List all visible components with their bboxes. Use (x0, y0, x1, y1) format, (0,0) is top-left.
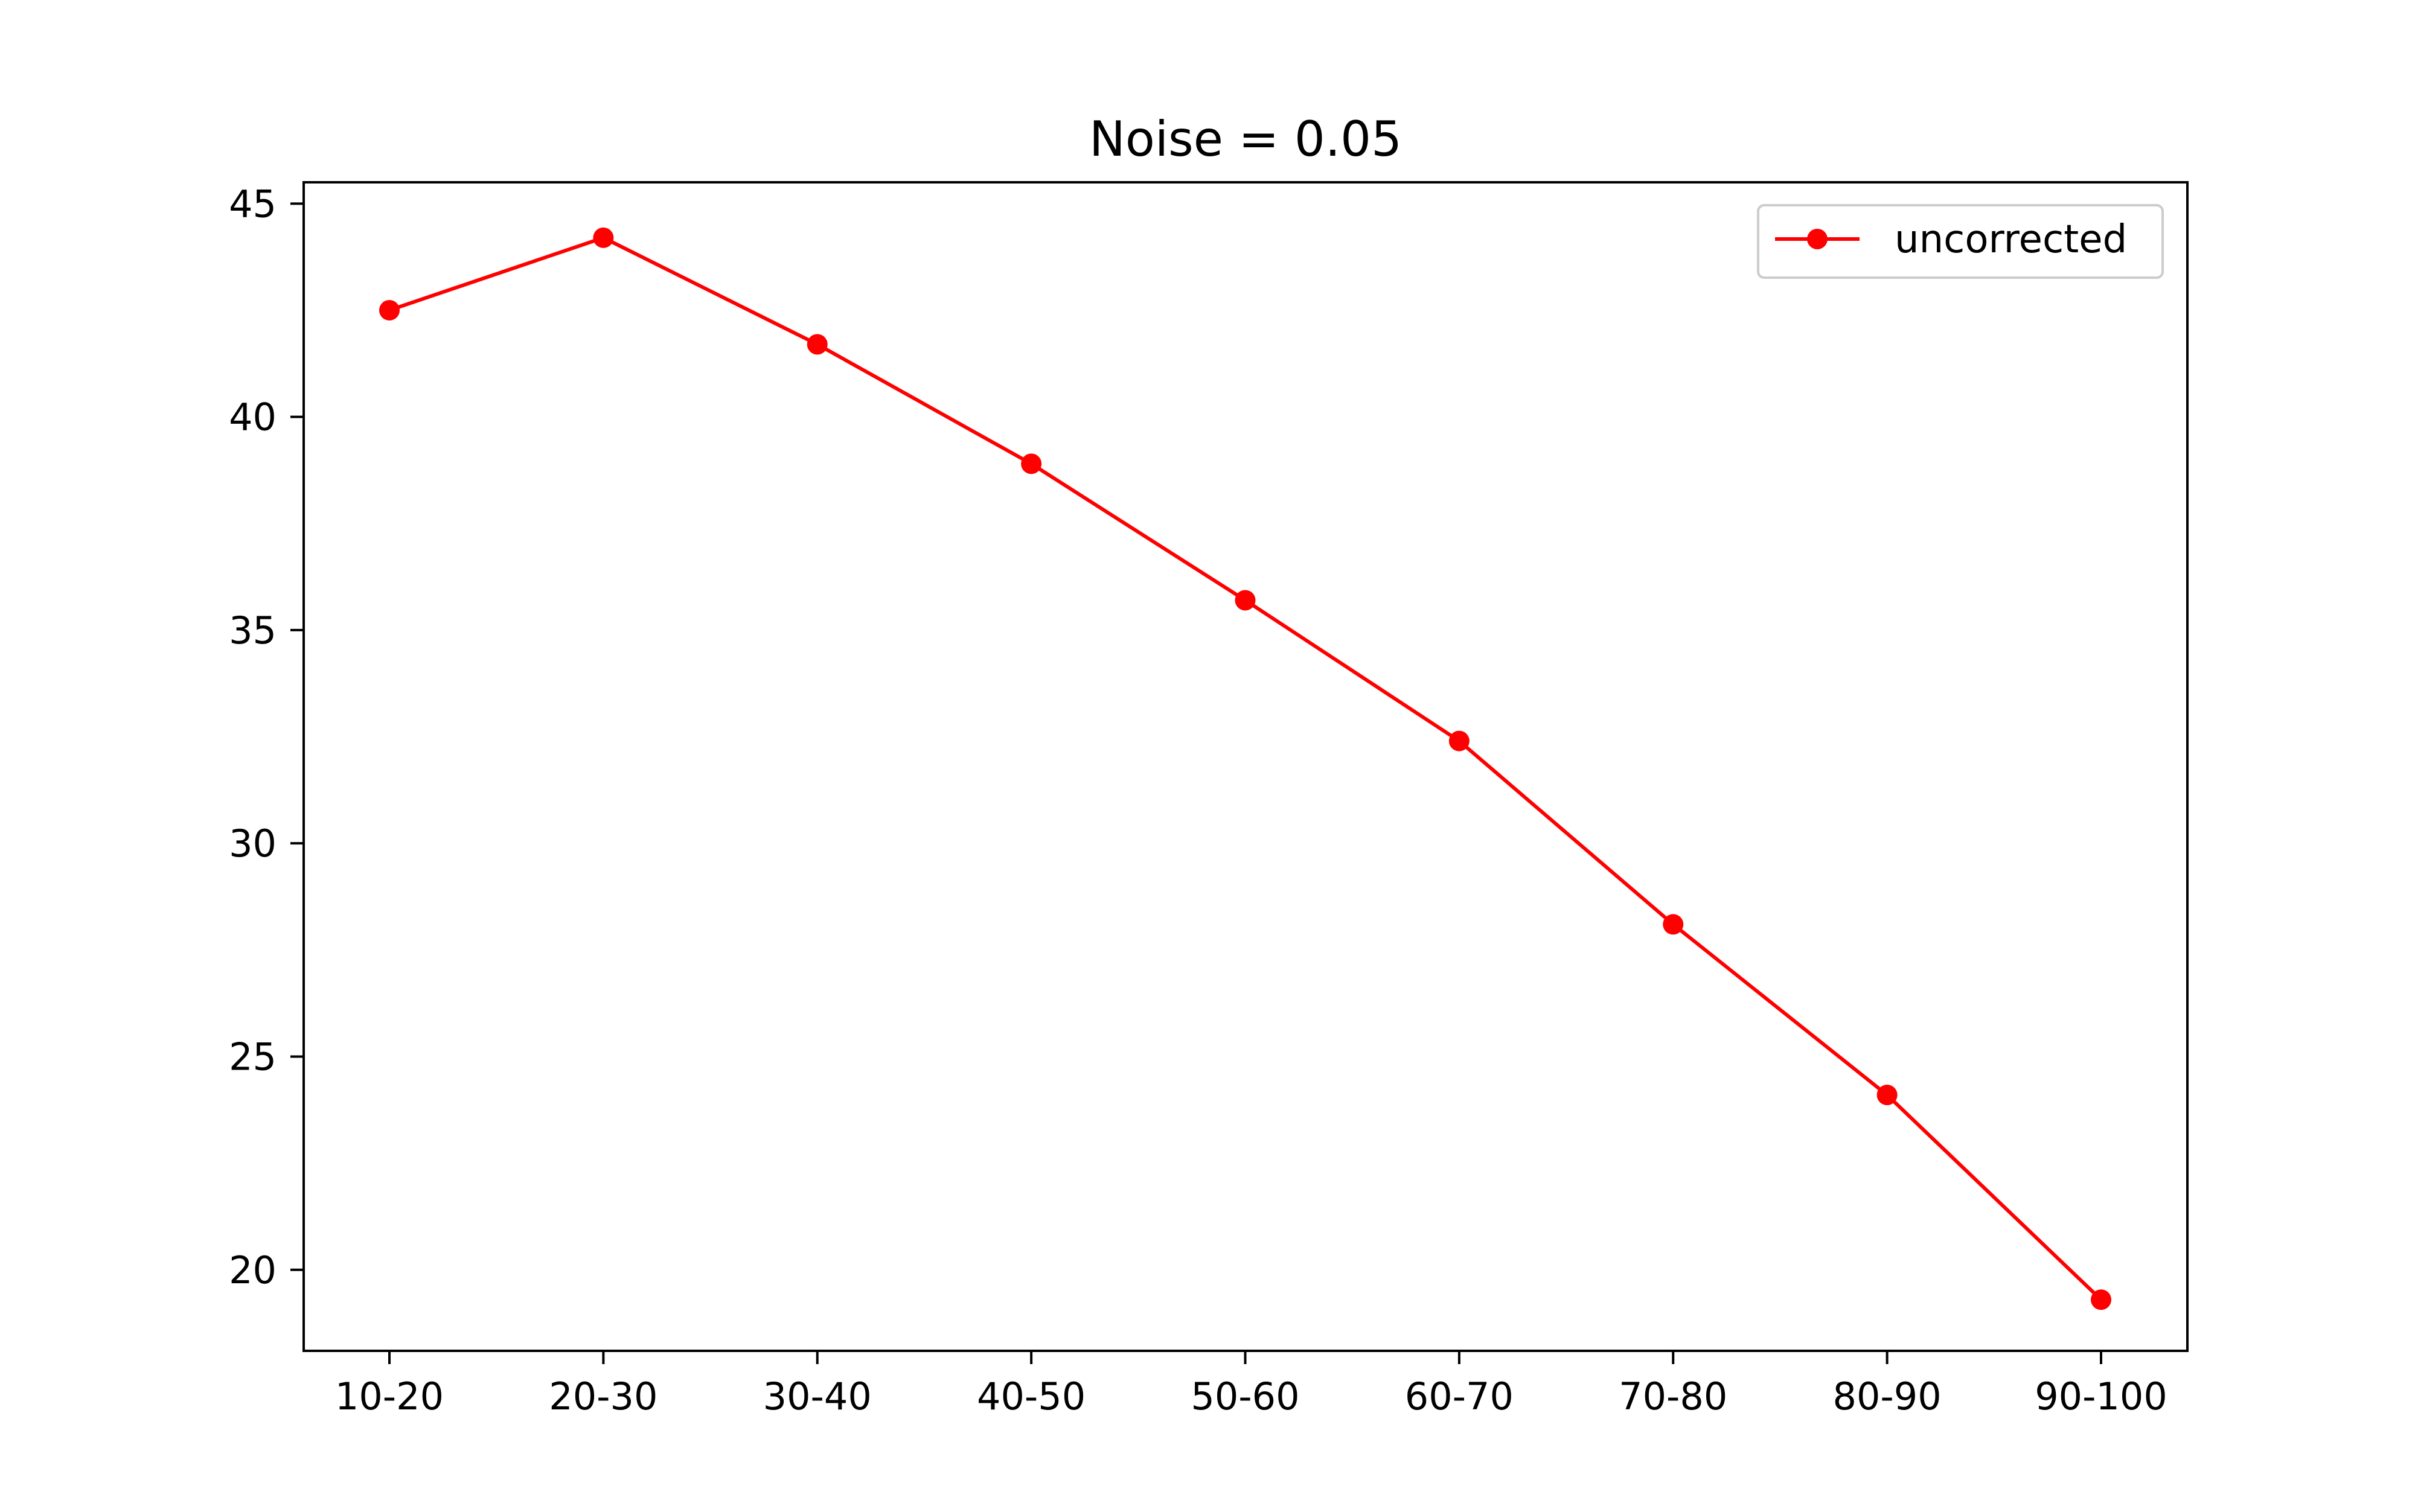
data-point (1876, 1085, 1898, 1106)
y-tick-label: 40 (229, 395, 277, 439)
x-tick-label: 80-90 (1833, 1374, 1942, 1418)
data-point (1021, 453, 1042, 474)
legend-label: uncorrected (1895, 217, 2127, 262)
series-layer (379, 227, 2111, 1310)
y-tick-label: 45 (229, 182, 277, 226)
legend-box (1757, 204, 2164, 279)
x-axis: 10-20 20-30 30-40 40-50 50-60 60-70 70-80 80-90… (335, 1351, 2167, 1418)
x-tick-label: 50-60 (1191, 1374, 1299, 1418)
x-tick-label: 10-20 (335, 1374, 444, 1418)
chart-title: Noise = 0.05 (1089, 111, 1402, 167)
x-tick-label: 70-80 (1619, 1374, 1727, 1418)
x-tick-label: 20-30 (549, 1374, 657, 1418)
y-axis: 20 25 30 35 40 45 (229, 182, 304, 1292)
data-point (2091, 1289, 2111, 1310)
data-point (1663, 914, 1684, 935)
y-tick-label: 35 (229, 608, 277, 652)
x-tick-label: 30-40 (763, 1374, 872, 1418)
data-point (1448, 730, 1470, 751)
y-tick-label: 20 (229, 1248, 277, 1292)
x-tick-label: 40-50 (977, 1374, 1086, 1418)
data-point (379, 299, 400, 321)
series-line-uncorrected (389, 235, 2103, 1301)
plot-frame (302, 181, 2189, 1352)
y-tick-label: 30 (229, 821, 277, 866)
legend-swatch-marker (1807, 229, 1828, 249)
data-point (1235, 590, 1256, 611)
legend: uncorrected (1757, 204, 2164, 279)
data-point (807, 334, 828, 355)
y-tick-label: 25 (229, 1035, 277, 1079)
data-point (593, 227, 614, 248)
x-tick-label: 90-100 (2035, 1374, 2167, 1418)
x-tick-label: 60-70 (1405, 1374, 1514, 1418)
